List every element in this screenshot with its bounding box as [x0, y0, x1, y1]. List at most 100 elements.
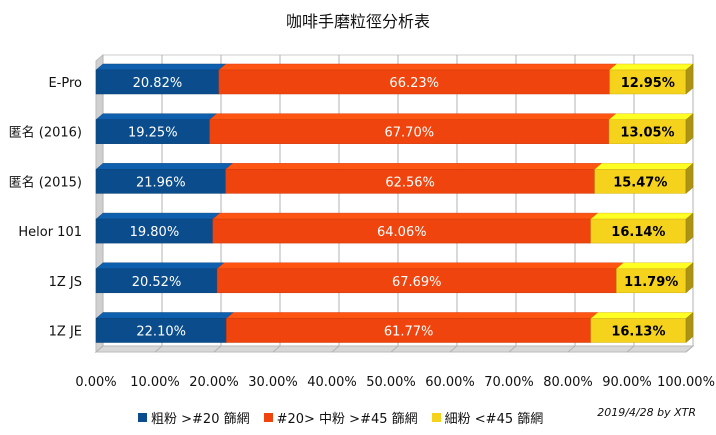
category-label: E-Pro [48, 76, 82, 91]
bar-segment [95, 218, 214, 244]
x-gridline-floor [213, 345, 222, 353]
bar-top-face [95, 262, 225, 270]
bar-top-face [590, 312, 694, 319]
bar-top-face [224, 163, 603, 170]
legend-item-coarse: 粗粉 >#20 篩網 [138, 408, 250, 427]
bar-top-face [216, 262, 625, 270]
x-tick-label: 20.00% [189, 375, 239, 390]
bar-segment [95, 318, 227, 343]
bar-top-face [608, 113, 694, 120]
x-gridline-floor [331, 345, 340, 353]
x-gridline-floor [449, 345, 458, 353]
bar-top-face [95, 113, 218, 120]
bar-segment [95, 169, 226, 194]
bar-side-face [685, 113, 694, 145]
bar-segment [209, 119, 610, 144]
data-label: 20.82% [133, 76, 183, 91]
bar-segment [95, 119, 210, 144]
bar-segment [212, 218, 592, 244]
data-label: 15.47% [613, 175, 667, 190]
x-gridline-floor [685, 345, 694, 353]
data-label: 16.14% [611, 225, 665, 240]
data-label: 22.10% [136, 325, 186, 340]
bar-side-face [685, 262, 694, 294]
data-label: 67.69% [392, 275, 442, 290]
bar-top-face [95, 63, 227, 71]
bar-top-face [590, 212, 694, 220]
bar-segment [95, 268, 218, 294]
bar-segment [594, 169, 687, 194]
category-label: 匿名 (2016) [9, 125, 82, 141]
bar-top-face [608, 63, 694, 71]
credit-text: 2019/4/28 by XTR [597, 406, 696, 419]
legend-swatch-medium [263, 413, 273, 422]
bar-segment [590, 318, 687, 343]
x-tick-label: 90.00% [602, 375, 652, 390]
bar-segment [95, 69, 220, 95]
x-tick-label: 10.00% [130, 375, 180, 390]
data-label: 19.80% [130, 225, 180, 240]
legend: 粗粉 >#20 篩網 #20> 中粉 >#45 篩網 細粉 <#45 篩網 [138, 408, 543, 427]
data-label: 13.05% [620, 126, 674, 141]
x-tick-label: 100.00% [657, 375, 715, 390]
bar-segment [218, 69, 610, 95]
data-label: 11.79% [624, 275, 678, 290]
chart-title: 咖啡手磨粒徑分析表 [285, 12, 430, 31]
data-label: 20.52% [132, 275, 182, 290]
bar-top-face [225, 312, 599, 319]
bar-segment [608, 119, 687, 144]
bar-segment [616, 268, 687, 294]
x-gridline-floor [626, 345, 635, 353]
x-tick-label: 70.00% [484, 375, 534, 390]
x-gridline-floor [95, 345, 104, 353]
data-label: 61.77% [384, 325, 434, 340]
bar-top-face [212, 212, 599, 220]
x-tick-label: 30.00% [248, 375, 298, 390]
category-label: 1Z JE [49, 325, 82, 340]
data-label: 21.96% [136, 175, 186, 190]
bar-top-face [593, 163, 694, 170]
bar-side-face [685, 212, 694, 244]
bar-side-face [685, 63, 694, 95]
data-label: 62.56% [385, 175, 435, 190]
x-gridline-floor [390, 345, 399, 353]
x-gridline-floor [567, 345, 576, 353]
category-label: Helor 101 [18, 225, 82, 240]
x-gridline-floor [154, 345, 163, 353]
legend-label-fine: 細粉 <#45 篩網 [444, 412, 544, 427]
data-label: 64.06% [377, 225, 427, 240]
bar-top-face [208, 113, 617, 120]
x-tick-label: 0.00% [75, 375, 116, 390]
legend-swatch-coarse [138, 413, 147, 422]
bar-side-face [685, 311, 694, 344]
plot-side-wall [95, 53, 104, 354]
x-tick-label: 50.00% [366, 375, 416, 390]
x-tick-label: 40.00% [307, 375, 357, 390]
bar-top-face [95, 312, 235, 319]
category-label: 匿名 (2015) [9, 174, 82, 190]
bar-side-face [685, 162, 694, 194]
bar-top-face [615, 262, 694, 270]
bar-segment [216, 268, 617, 294]
x-gridline-floor [272, 345, 281, 353]
bar-top-face [95, 212, 221, 220]
data-label: 19.25% [128, 126, 178, 141]
bar-segment [225, 169, 595, 194]
legend-swatch-fine [431, 413, 441, 422]
bar-segment [609, 69, 687, 95]
legend-item-medium: #20> 中粉 >#45 篩網 [263, 408, 418, 427]
legend-item-fine: 細粉 <#45 篩網 [431, 408, 544, 427]
data-label: 16.13% [611, 325, 665, 340]
x-tick-label: 60.00% [425, 375, 475, 390]
data-label: 67.70% [385, 126, 435, 141]
data-label: 66.23% [389, 76, 439, 91]
data-label: 12.95% [621, 76, 675, 91]
x-gridline-floor [508, 345, 517, 353]
bar-top-face [218, 63, 618, 71]
x-tick-label: 80.00% [543, 375, 593, 390]
bar-top-face [95, 163, 234, 170]
legend-label-coarse: 粗粉 >#20 篩網 [151, 412, 250, 427]
category-label: 1Z JS [49, 275, 82, 290]
